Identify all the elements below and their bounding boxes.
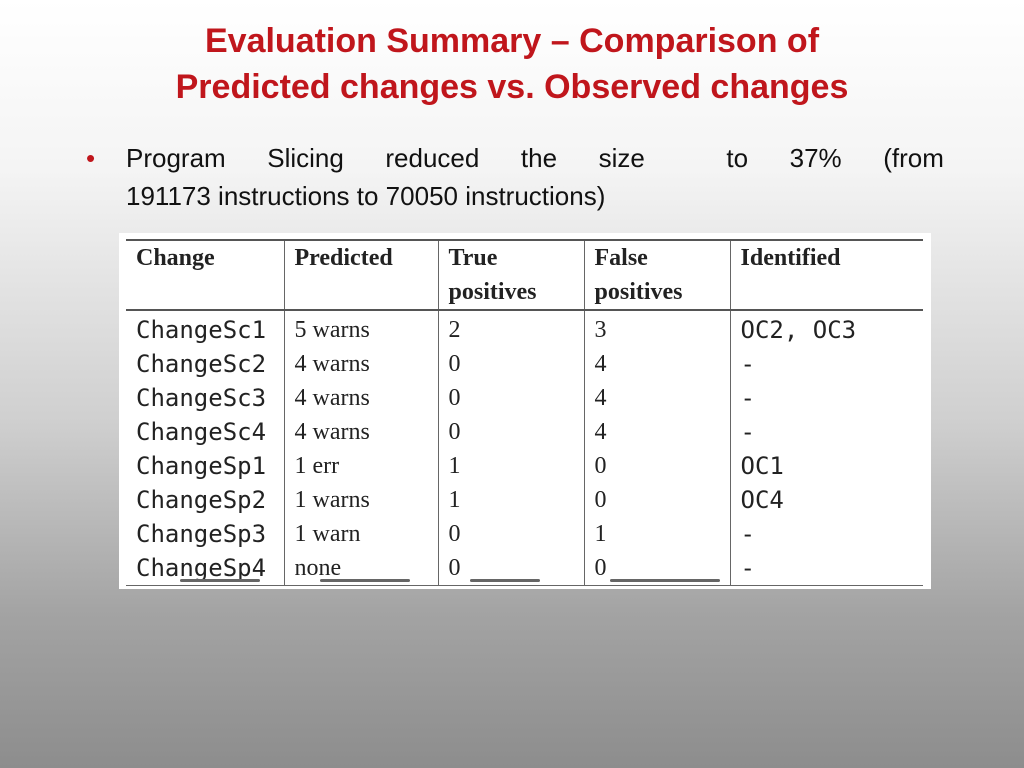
slide-title-line-1: Evaluation Summary – Comparison of bbox=[204, 22, 820, 60]
true-positives-cell: 2 bbox=[437, 310, 584, 347]
true-positives-cell: 0 bbox=[437, 415, 584, 449]
false-positives-cell: 0 bbox=[583, 449, 730, 483]
false-positives-cell: 4 bbox=[583, 415, 730, 449]
slide-title-line-2: Predicted changes vs. Observed changes bbox=[175, 68, 849, 106]
identified-cell: OC4 bbox=[729, 483, 923, 517]
bullet-word: Slicing bbox=[267, 143, 344, 173]
false-positives-cell: 0 bbox=[583, 483, 730, 517]
true-positives-cell: 1 bbox=[437, 449, 584, 483]
header-change: Change bbox=[126, 239, 284, 311]
change-cell: ChangeSc3 bbox=[136, 384, 267, 412]
bullet-word: Program bbox=[126, 143, 226, 173]
false-positives-cell: 4 bbox=[583, 347, 730, 381]
bullet-text-line-2: 191173 instructions to 70050 instruction… bbox=[126, 181, 606, 211]
predicted-cell: 1 err bbox=[283, 449, 438, 483]
header-identified: Identified bbox=[729, 239, 923, 311]
table-row: ChangeSp1 1 err 1 0 OC1 bbox=[126, 449, 923, 483]
bullet-word: 37% bbox=[789, 143, 842, 173]
identified-cell: - bbox=[729, 347, 923, 381]
evaluation-table-image: Change Predicted True positives False po… bbox=[119, 233, 931, 589]
header-predicted: Predicted bbox=[283, 239, 438, 311]
table-row: ChangeSc1 5 warns 2 3 OC2, OC3 bbox=[126, 310, 923, 347]
bullet-word: size bbox=[598, 143, 645, 173]
change-cell: ChangeSp2 bbox=[136, 486, 267, 514]
table-row: ChangeSc4 4 warns 0 4 - bbox=[126, 415, 923, 449]
table-header-row: Change Predicted True positives False po… bbox=[126, 239, 923, 311]
identified-cell: - bbox=[729, 381, 923, 415]
table-row: ChangeSp3 1 warn 0 1 - bbox=[126, 517, 923, 551]
evaluation-table: Change Predicted True positives False po… bbox=[126, 239, 923, 586]
true-positives-cell: 0 bbox=[437, 551, 584, 586]
bullet-word: the bbox=[520, 143, 558, 173]
true-positives-cell: 1 bbox=[437, 483, 584, 517]
identified-cell: - bbox=[729, 517, 923, 551]
cropped-caption-remnant bbox=[140, 579, 790, 585]
true-positives-cell: 0 bbox=[437, 381, 584, 415]
change-cell: ChangeSp1 bbox=[136, 452, 267, 480]
identified-cell: OC2, OC3 bbox=[729, 310, 923, 347]
false-positives-cell: 3 bbox=[583, 310, 730, 347]
change-cell: ChangeSc1 bbox=[136, 316, 267, 344]
bullet-text-line-1: Program Slicing reduced the size to 37% … bbox=[126, 139, 944, 177]
bullet-word: reduced bbox=[385, 143, 480, 173]
table-row: ChangeSp2 1 warns 1 0 OC4 bbox=[126, 483, 923, 517]
change-cell: ChangeSp3 bbox=[136, 520, 267, 548]
false-positives-cell: 1 bbox=[583, 517, 730, 551]
table-row: ChangeSc2 4 warns 0 4 - bbox=[126, 347, 923, 381]
bullet-word: to bbox=[726, 143, 749, 173]
predicted-cell: 4 warns bbox=[283, 381, 438, 415]
predicted-cell: 1 warn bbox=[283, 517, 438, 551]
true-positives-cell: 0 bbox=[437, 347, 584, 381]
predicted-cell: 4 warns bbox=[283, 415, 438, 449]
predicted-cell: 4 warns bbox=[283, 347, 438, 381]
table-row: ChangeSc3 4 warns 0 4 - bbox=[126, 381, 923, 415]
true-positives-cell: 0 bbox=[437, 517, 584, 551]
identified-cell: OC1 bbox=[729, 449, 923, 483]
header-false-positives: False positives bbox=[583, 239, 730, 311]
predicted-cell: 5 warns bbox=[283, 310, 438, 347]
change-cell: ChangeSc2 bbox=[136, 350, 267, 378]
false-positives-cell: 4 bbox=[583, 381, 730, 415]
change-cell: ChangeSc4 bbox=[136, 418, 267, 446]
change-cell: ChangeSp4 bbox=[126, 551, 284, 586]
predicted-cell: 1 warns bbox=[283, 483, 438, 517]
bullet-text: Program Slicing reduced the size to 37% … bbox=[126, 139, 944, 215]
slide-title: Evaluation Summary – Comparison of Predi… bbox=[0, 18, 1024, 110]
identified-cell: - bbox=[729, 551, 923, 586]
header-true-positives: True positives bbox=[437, 239, 584, 311]
identified-cell: - bbox=[729, 415, 923, 449]
bullet-word: (from bbox=[883, 143, 944, 173]
bullet-marker: • bbox=[86, 143, 96, 173]
